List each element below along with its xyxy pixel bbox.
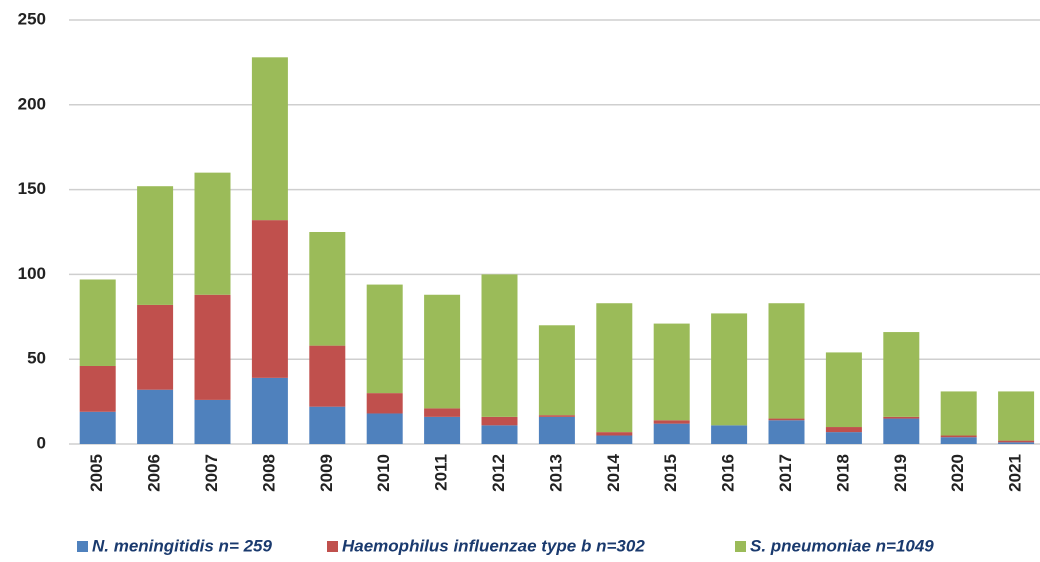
bar-segment — [366, 413, 403, 444]
bar-segment — [194, 399, 231, 444]
bar-segment — [653, 420, 690, 424]
bar-segment — [825, 352, 862, 428]
bar-segment — [998, 440, 1035, 443]
bar-segment — [883, 416, 920, 419]
x-tick-label: 2013 — [546, 454, 565, 492]
x-tick-label: 2009 — [317, 454, 336, 492]
bar-segment — [883, 418, 920, 444]
y-tick-label: 200 — [18, 94, 46, 113]
x-tick-label: 2014 — [604, 453, 623, 491]
bar-segment — [366, 284, 403, 394]
x-tick-label: 2020 — [948, 454, 967, 492]
x-tick-label: 2015 — [661, 454, 680, 492]
bar-segment — [251, 220, 288, 378]
bar-segment — [194, 172, 231, 295]
bar-segment — [825, 427, 862, 433]
legend-swatch — [77, 541, 88, 552]
bar-segment — [538, 416, 575, 444]
x-tick-label: 2007 — [202, 454, 221, 492]
bar-segment — [309, 345, 346, 407]
x-tick-label: 2019 — [891, 454, 910, 492]
bar-segment — [998, 442, 1035, 444]
bar-segment — [883, 332, 920, 417]
bar-segment — [79, 365, 116, 412]
bar-segment — [424, 416, 461, 444]
bar-segment — [768, 303, 805, 419]
bar-segment — [940, 391, 977, 436]
bar-segment — [825, 432, 862, 444]
y-tick-label: 0 — [37, 433, 46, 452]
bar-segment — [940, 435, 977, 438]
y-tick-label: 100 — [18, 264, 46, 283]
bar-segment — [653, 423, 690, 444]
bar-segment — [481, 425, 518, 444]
bar-segment — [596, 432, 633, 436]
bar-segment — [596, 303, 633, 433]
bar-segment — [79, 411, 116, 444]
x-tick-label: 2018 — [833, 454, 852, 492]
legend-label: N. meningitidis n= 259 — [92, 536, 273, 555]
bar-segment — [251, 377, 288, 444]
bar-segment — [768, 418, 805, 421]
bar-segment — [768, 420, 805, 444]
x-tick-label: 2008 — [259, 454, 278, 492]
bar-segment — [481, 274, 518, 417]
x-tick-label: 2006 — [145, 454, 164, 492]
bar-segment — [596, 435, 633, 444]
y-tick-label: 250 — [18, 9, 46, 28]
legend-swatch — [735, 541, 746, 552]
bar-segment — [424, 408, 461, 417]
bar-segment — [711, 425, 748, 444]
legend-swatch — [327, 541, 338, 552]
bar-segment — [653, 323, 690, 421]
bar-segment — [711, 313, 748, 426]
bar-segment — [309, 406, 346, 444]
bar-segment — [137, 304, 174, 390]
bar-segment — [137, 389, 174, 444]
y-tick-label: 150 — [18, 179, 46, 198]
bar-segment — [538, 415, 575, 417]
bar-segment — [481, 416, 518, 426]
bar-segment — [424, 294, 461, 409]
x-tick-label: 2005 — [87, 454, 106, 492]
x-tick-label: 2017 — [776, 454, 795, 492]
bar-segment — [940, 437, 977, 444]
x-tick-label: 2016 — [719, 454, 738, 492]
x-tick-label: 2011 — [432, 454, 451, 491]
legend-label: S. pneumoniae n=1049 — [750, 536, 934, 555]
bar-segment — [309, 232, 346, 346]
bar-segment — [998, 391, 1035, 441]
bar-segment — [538, 325, 575, 416]
legend-label: Haemophilus influenzae type b n=302 — [342, 536, 645, 555]
x-tick-label: 2021 — [1006, 454, 1025, 492]
x-tick-label: 2012 — [489, 454, 508, 492]
bar-segment — [194, 294, 231, 400]
x-tick-label: 2010 — [374, 454, 393, 492]
y-tick-label: 50 — [27, 349, 46, 368]
bar-segment — [366, 393, 403, 414]
bar-segment — [79, 279, 116, 366]
bar-segment — [251, 57, 288, 221]
bar-segment — [137, 186, 174, 305]
